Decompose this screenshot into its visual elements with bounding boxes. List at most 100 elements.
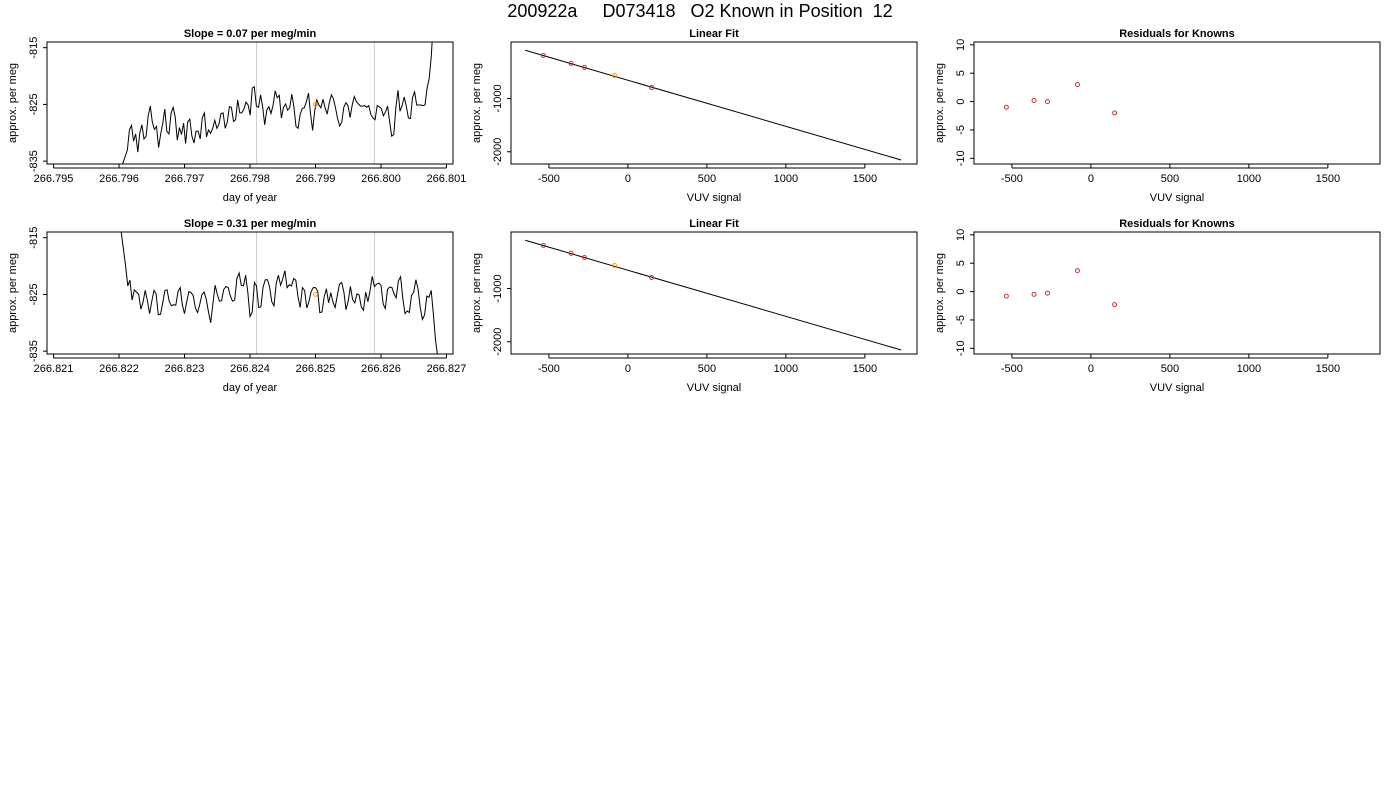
x-axis-label: VUV signal [1150, 192, 1204, 204]
fit-line [525, 239, 902, 351]
chart-panel-1: Slope = 0.07 per meg/min day of year appro… [7, 28, 466, 204]
y-tick-label: -825 [28, 283, 40, 305]
y-tick-label: 5 [955, 70, 967, 76]
chart-title: Linear Fit [689, 28, 739, 40]
plot-frame [46, 41, 454, 165]
chart-panel-3: Residuals for Knowns VUV signal approx. pe… [934, 28, 1381, 204]
data-point [581, 254, 587, 260]
plot-area [525, 49, 902, 161]
plot-area [120, 232, 438, 354]
x-tick-label: 1500 [1316, 173, 1340, 185]
x-axis-label: VUV signal [687, 192, 741, 204]
x-tick-label: 266.799 [296, 173, 336, 185]
data-series-line [121, 42, 433, 164]
highlight-point [611, 72, 617, 78]
x-tick-label: 1500 [853, 363, 877, 375]
data-point [1044, 290, 1050, 296]
x-axis-label: day of year [223, 192, 278, 204]
y-tick-label: -2000 [492, 138, 504, 166]
x-tick-label: 500 [698, 173, 716, 185]
plot-area [525, 239, 902, 351]
x-tick-label: 0 [1088, 363, 1094, 375]
x-tick-label: 266.795 [34, 173, 74, 185]
x-tick-label: 0 [625, 173, 631, 185]
plot-area [121, 42, 433, 164]
x-tick-label: -500 [1001, 173, 1023, 185]
data-point [649, 85, 655, 91]
y-tick-label: -815 [28, 227, 40, 249]
y-tick-label: -1000 [492, 274, 504, 302]
data-point [568, 250, 574, 256]
x-tick-label: 1000 [1237, 363, 1261, 375]
plot-frame [973, 41, 1381, 165]
y-tick-label: 10 [955, 229, 967, 241]
chart-panel-4: Slope = 0.31 per meg/min day of year appro… [7, 218, 467, 394]
y-tick-label: -835 [28, 340, 40, 362]
y-axis-label: approx. per meg [934, 253, 946, 333]
highlight-point [611, 262, 617, 268]
data-point [1112, 302, 1118, 308]
fit-line [525, 49, 902, 161]
data-point [540, 242, 546, 248]
x-tick-label: 266.797 [165, 173, 205, 185]
x-tick-label: 266.825 [296, 363, 336, 375]
x-tick-label: 1000 [774, 173, 798, 185]
x-tick-label: 266.826 [361, 363, 401, 375]
chart-title: Slope = 0.31 per meg/min [184, 218, 317, 230]
data-point [1031, 291, 1037, 297]
x-tick-label: 500 [698, 363, 716, 375]
x-tick-label: 1000 [774, 363, 798, 375]
data-point [1044, 99, 1050, 105]
x-tick-label: 1000 [1237, 173, 1261, 185]
data-point [1112, 110, 1118, 116]
x-tick-label: 266.827 [427, 363, 467, 375]
x-tick-label: 500 [1161, 363, 1179, 375]
x-axis-label: VUV signal [1150, 382, 1204, 394]
x-tick-label: 266.798 [230, 173, 270, 185]
y-tick-label: -10 [955, 340, 967, 356]
chart-title: Linear Fit [689, 218, 739, 230]
plot-frame [973, 231, 1381, 355]
data-point [1003, 104, 1009, 110]
plot-area [1003, 82, 1118, 116]
y-tick-label: 10 [955, 39, 967, 51]
x-tick-label: 266.796 [99, 173, 139, 185]
chart-panel-6: Residuals for Knowns VUV signal approx. pe… [934, 218, 1381, 394]
data-point [649, 275, 655, 281]
y-axis-label: approx. per meg [471, 253, 483, 333]
data-point [1003, 293, 1009, 299]
highlight-marker [312, 101, 318, 107]
data-series-line [120, 232, 438, 354]
chart-panel-5: Linear Fit VUV signal approx. per meg -500 0… [471, 218, 918, 394]
x-axis-label: VUV signal [687, 382, 741, 394]
plot-frame [46, 231, 454, 355]
chart-title: Slope = 0.07 per meg/min [184, 28, 317, 40]
y-tick-label: -825 [28, 93, 40, 115]
data-point [581, 64, 587, 70]
data-point [1074, 82, 1080, 88]
y-axis-label: approx. per meg [471, 63, 483, 143]
x-tick-label: -500 [1001, 363, 1023, 375]
x-tick-label: -500 [538, 173, 560, 185]
y-tick-label: -2000 [492, 328, 504, 356]
x-tick-label: 266.824 [230, 363, 270, 375]
y-axis-label: approx. per meg [934, 63, 946, 143]
y-axis-label: approx. per meg [7, 63, 19, 143]
plot-frame [510, 41, 918, 165]
chart-title: Residuals for Knowns [1119, 218, 1235, 230]
data-point [568, 60, 574, 66]
x-tick-label: -500 [538, 363, 560, 375]
highlight-marker [312, 291, 318, 297]
y-tick-label: 0 [955, 99, 967, 105]
x-tick-label: 1500 [1316, 363, 1340, 375]
y-tick-label: -815 [28, 37, 40, 59]
y-axis-label: approx. per meg [7, 253, 19, 333]
y-tick-label: 5 [955, 260, 967, 266]
y-tick-label: -835 [28, 150, 40, 172]
chart-panel-2: Linear Fit VUV signal approx. per meg -500 0… [471, 28, 918, 204]
page-title: 200922a D073418 O2 Known in Position 12 [507, 1, 893, 21]
x-tick-label: 1500 [853, 173, 877, 185]
x-axis-label: day of year [223, 382, 278, 394]
plot-area [1003, 268, 1118, 308]
